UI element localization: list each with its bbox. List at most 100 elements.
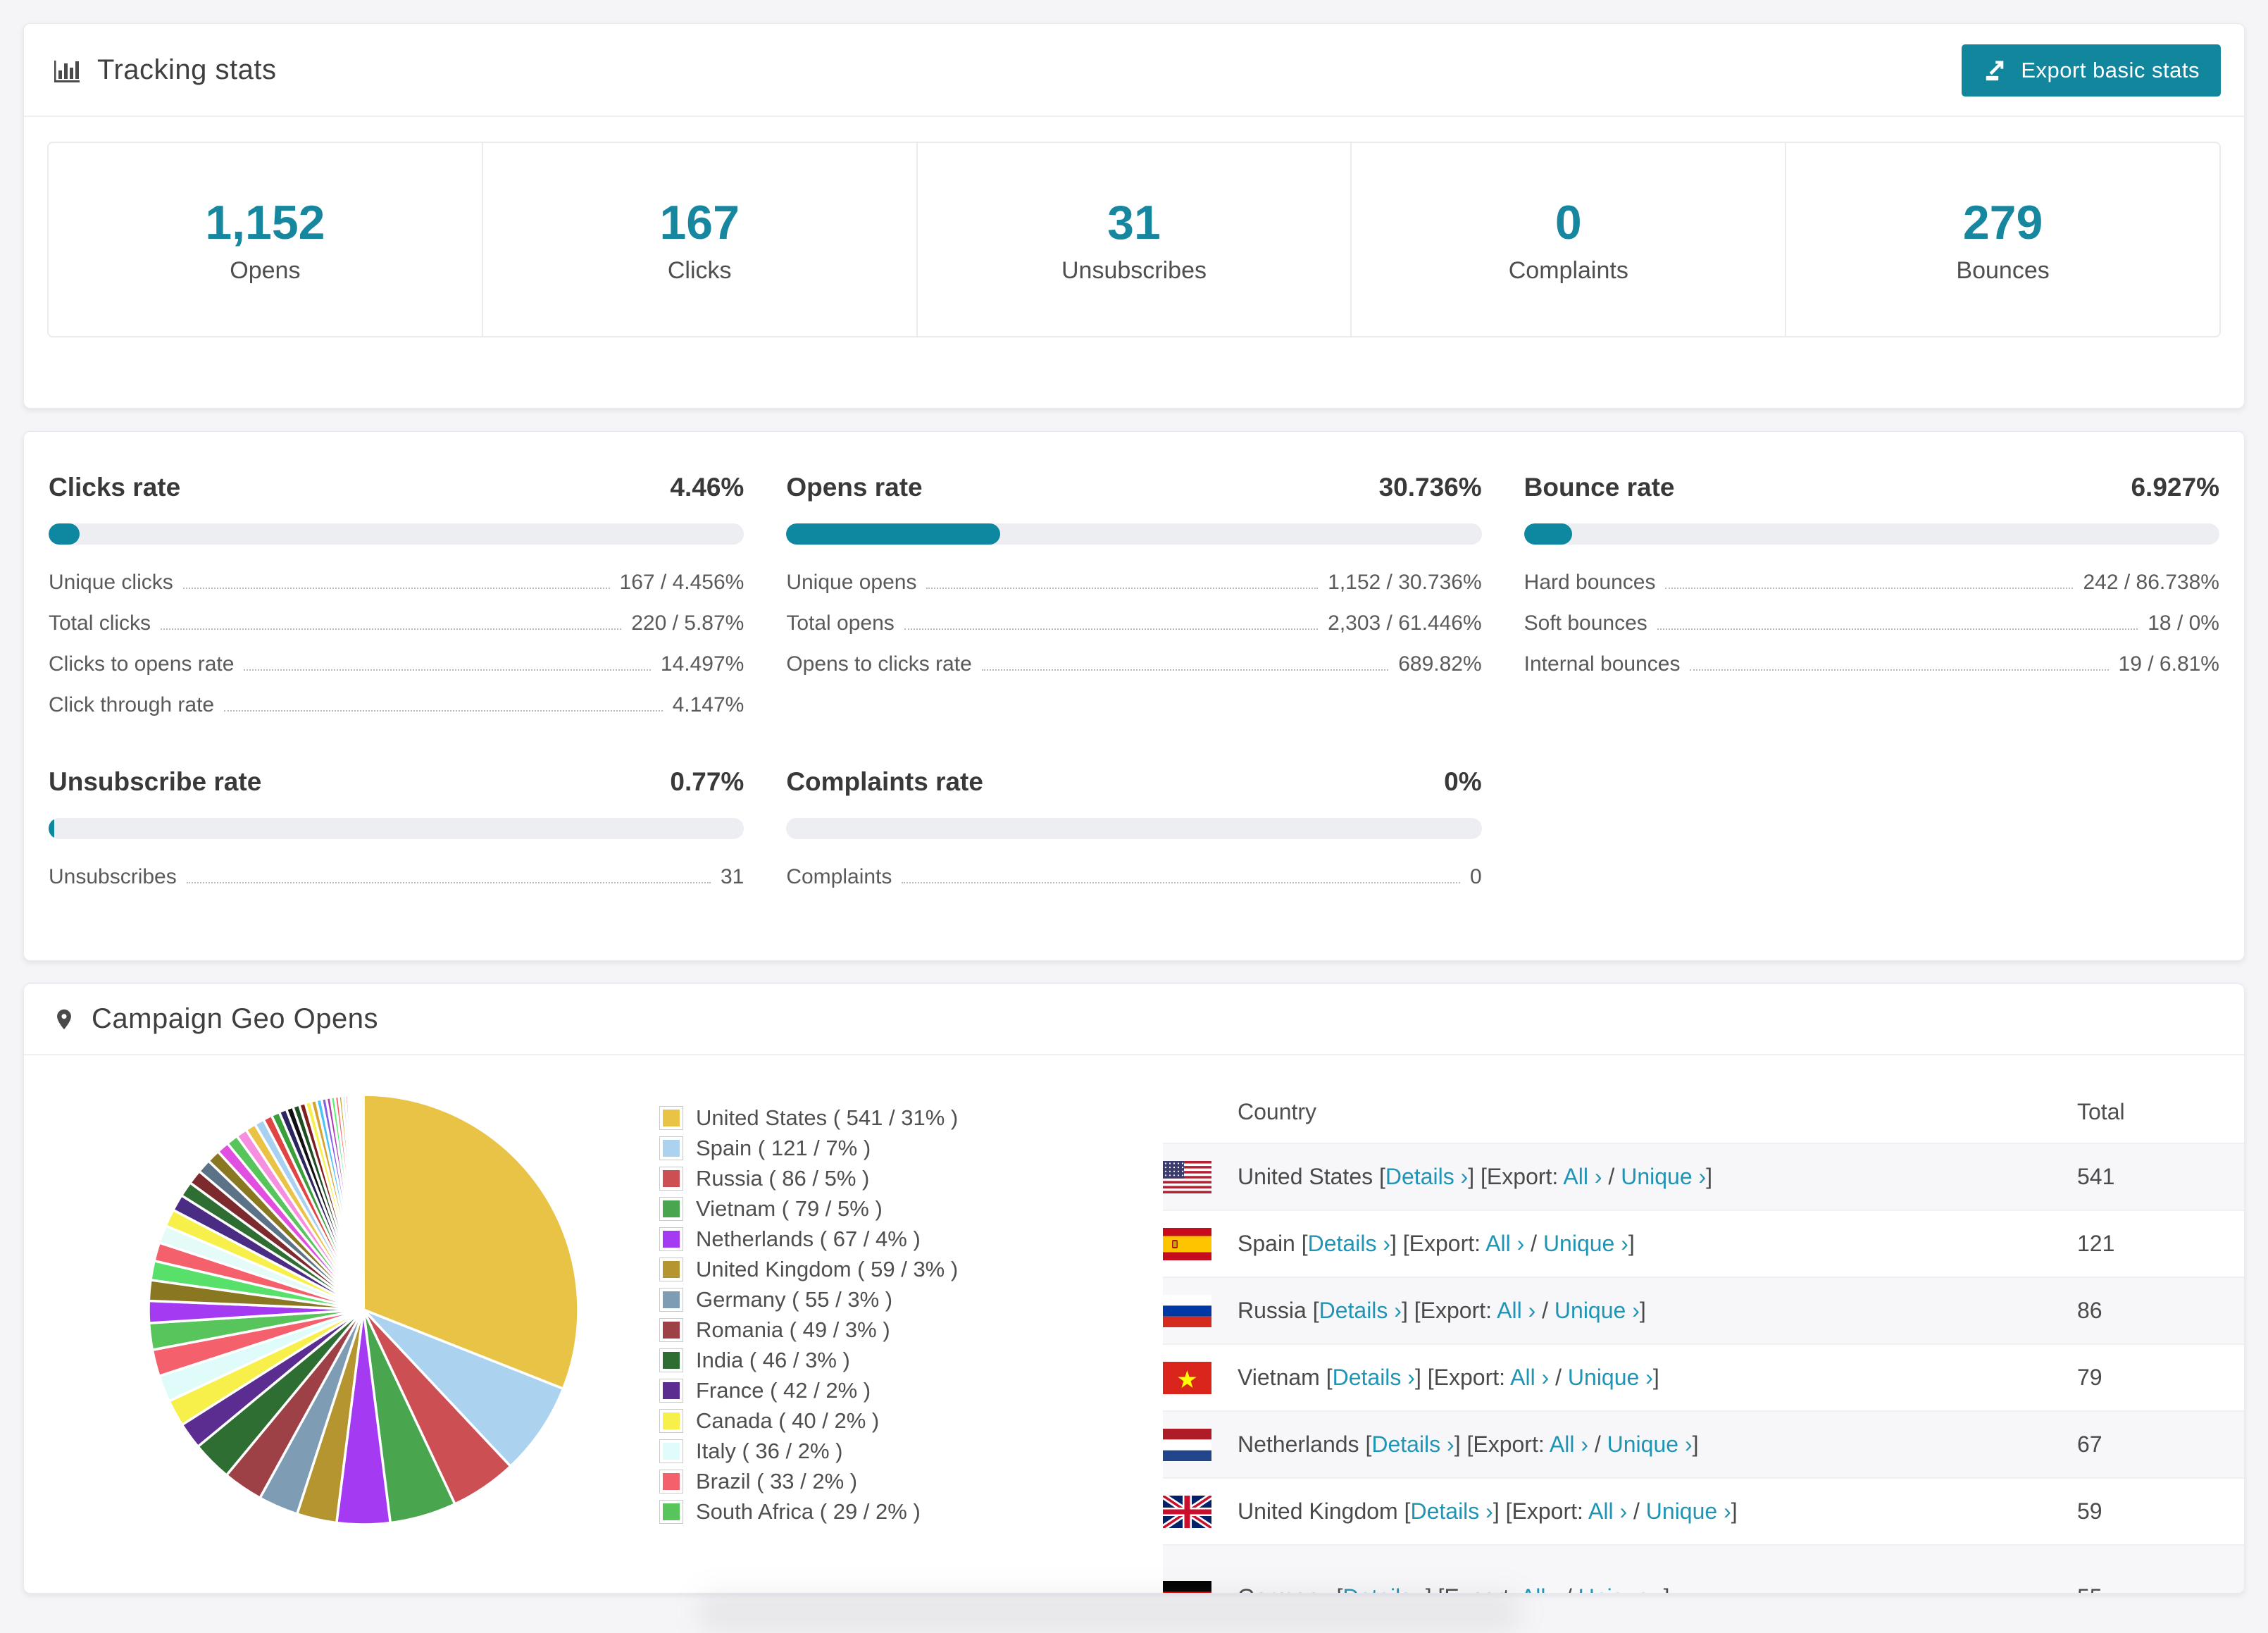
flag-ru-icon <box>1163 1294 1211 1327</box>
rate-row: Internal bounces 19 / 6.81% <box>1524 653 2219 676</box>
geo-card-header: Campaign Geo Opens <box>24 984 2244 1055</box>
rate-row-label: Unsubscribes <box>49 865 177 888</box>
rate-row-label: Clicks to opens rate <box>49 652 235 676</box>
legend-item-spain: Spain ( 121 / 7% ) <box>659 1133 958 1163</box>
rate-row-value: 1,152 / 30.736% <box>1328 571 1482 594</box>
export-unique-link[interactable]: Unique › <box>1645 1498 1731 1524</box>
export-all-link[interactable]: All › <box>1563 1164 1602 1189</box>
total-cell: 79 <box>2077 1365 2102 1390</box>
rate-percent: 0.77% <box>670 767 744 796</box>
stat-box-complaints: 0 Complaints <box>1350 142 1787 337</box>
legend-item-italy: Italy ( 36 / 2% ) <box>659 1436 958 1466</box>
rate-row: Hard bounces 242 / 86.738% <box>1524 571 2219 594</box>
legend-swatch <box>659 1378 683 1403</box>
rate-percent: 6.927% <box>2131 473 2219 502</box>
dotted-leader <box>224 710 663 712</box>
stat-box-unsubscribes: 31 Unsubscribes <box>916 142 1352 337</box>
pie-legend: United States ( 541 / 31% ) Spain ( 121 … <box>659 1103 958 1527</box>
rate-row: Complaints 0 <box>786 866 1481 888</box>
dotted-leader <box>161 628 622 630</box>
export-unique-link[interactable]: Unique › <box>1567 1365 1653 1390</box>
export-all-link[interactable]: All › <box>1510 1365 1550 1390</box>
total-cell: 541 <box>2077 1164 2115 1189</box>
tracking-stats-card: Tracking stats Export basic stats 1,152 … <box>23 23 2245 409</box>
export-all-link[interactable]: All › <box>1521 1584 1559 1594</box>
rate-row: Total opens 2,303 / 61.446% <box>786 612 1481 635</box>
rate-row-value: 2,303 / 61.446% <box>1328 611 1482 635</box>
country-cell: United Kingdom [Details ›] [Export: All … <box>1238 1498 1738 1524</box>
export-unique-link[interactable]: Unique › <box>1621 1164 1707 1189</box>
export-prefix: [Export: <box>1414 1298 1492 1323</box>
rate-row: Clicks to opens rate 14.497% <box>49 653 744 676</box>
details-link[interactable]: Details › <box>1307 1231 1390 1256</box>
details-link[interactable]: Details › <box>1371 1432 1454 1457</box>
export-all-link[interactable]: All › <box>1588 1498 1628 1524</box>
geo-table-row-vn: Vietnam [Details ›] [Export: All › / Uni… <box>1163 1343 2244 1410</box>
rate-row-value: 220 / 5.87% <box>631 611 744 635</box>
geo-table-row-de: Germany [Details ›] [Export: All › / Uni… <box>1163 1544 2244 1594</box>
rate-row: Soft bounces 18 / 0% <box>1524 612 2219 635</box>
legend-item-netherlands: Netherlands ( 67 / 4% ) <box>659 1224 958 1254</box>
rate-card-clicks-rate: Clicks rate 4.46% Unique clicks 167 / 4.… <box>49 473 744 716</box>
rate-percent: 4.46% <box>670 473 744 502</box>
legend-item-south-africa: South Africa ( 29 / 2% ) <box>659 1496 958 1527</box>
page-bottom-shadow <box>697 1591 1521 1633</box>
export-basic-stats-button[interactable]: Export basic stats <box>1962 44 2221 97</box>
stat-label: Unsubscribes <box>1061 256 1207 284</box>
geo-table-row-es: Spain [Details ›] [Export: All › / Uniqu… <box>1163 1210 2244 1277</box>
legend-label: Vietnam ( 79 / 5% ) <box>696 1196 883 1221</box>
flag-es-icon <box>1163 1227 1211 1260</box>
rate-row-label: Click through rate <box>49 693 215 716</box>
dotted-leader <box>904 628 1319 630</box>
flag-vn-icon <box>1163 1361 1211 1394</box>
geo-section-title: Campaign Geo Opens <box>92 1003 379 1034</box>
dotted-leader <box>244 669 651 671</box>
details-link[interactable]: Details › <box>1385 1164 1469 1189</box>
campaign-geo-opens-card: Campaign Geo Opens United States ( 541 /… <box>23 983 2245 1594</box>
export-prefix: [Export: <box>1466 1432 1545 1457</box>
rate-card-complaints-rate: Complaints rate 0% Complaints 0 <box>786 767 1482 888</box>
stat-label: Bounces <box>1956 256 2050 284</box>
legend-swatch <box>659 1105 683 1130</box>
rate-percent: 30.736% <box>1378 473 1482 502</box>
legend-swatch <box>659 1348 683 1372</box>
country-name: United Kingdom <box>1238 1498 1398 1524</box>
rate-title: Opens rate <box>786 473 923 502</box>
legend-label: India ( 46 / 3% ) <box>696 1347 850 1372</box>
export-unique-link[interactable]: Unique › <box>1578 1584 1664 1594</box>
rate-row-label: Complaints <box>786 865 892 888</box>
tracking-stats-header: Tracking stats Export basic stats <box>24 24 2244 117</box>
rate-title: Bounce rate <box>1524 473 1675 502</box>
progress-bar <box>786 523 1482 545</box>
export-all-link[interactable]: All › <box>1549 1432 1588 1457</box>
legend-label: United States ( 541 / 31% ) <box>696 1105 959 1130</box>
legend-label: Brazil ( 33 / 2% ) <box>696 1468 858 1494</box>
export-unique-link[interactable]: Unique › <box>1607 1432 1693 1457</box>
progress-bar-fill <box>786 523 1000 545</box>
geo-table: Country Total United States [Details ›] … <box>1163 1081 2244 1594</box>
rate-row-value: 18 / 0% <box>2148 611 2219 635</box>
legend-swatch <box>659 1499 683 1524</box>
page-title: Tracking stats <box>97 54 277 85</box>
rate-title: Clicks rate <box>49 473 181 502</box>
rate-row: Click through rate 4.147% <box>49 694 744 716</box>
total-column-header: Total <box>2077 1098 2125 1124</box>
legend-label: Russia ( 86 / 5% ) <box>696 1165 870 1191</box>
legend-label: United Kingdom ( 59 / 3% ) <box>696 1256 959 1281</box>
export-prefix: [Export: <box>1438 1584 1516 1594</box>
geo-table-row-nl: Netherlands [Details ›] [Export: All › /… <box>1163 1410 2244 1477</box>
details-link[interactable]: Details › <box>1342 1584 1425 1594</box>
rate-row: Unsubscribes 31 <box>49 866 744 888</box>
stat-label: Clicks <box>667 256 732 284</box>
country-name: Germany <box>1238 1584 1331 1594</box>
export-unique-link[interactable]: Unique › <box>1554 1298 1640 1323</box>
legend-label: Canada ( 40 / 2% ) <box>696 1408 880 1433</box>
details-link[interactable]: Details › <box>1410 1498 1493 1524</box>
export-all-link[interactable]: All › <box>1497 1298 1536 1323</box>
export-unique-link[interactable]: Unique › <box>1543 1231 1628 1256</box>
details-link[interactable]: Details › <box>1332 1365 1415 1390</box>
rate-row-label: Hard bounces <box>1524 571 1656 594</box>
details-link[interactable]: Details › <box>1319 1298 1402 1323</box>
rate-row-value: 31 <box>720 865 744 888</box>
export-all-link[interactable]: All › <box>1485 1231 1525 1256</box>
